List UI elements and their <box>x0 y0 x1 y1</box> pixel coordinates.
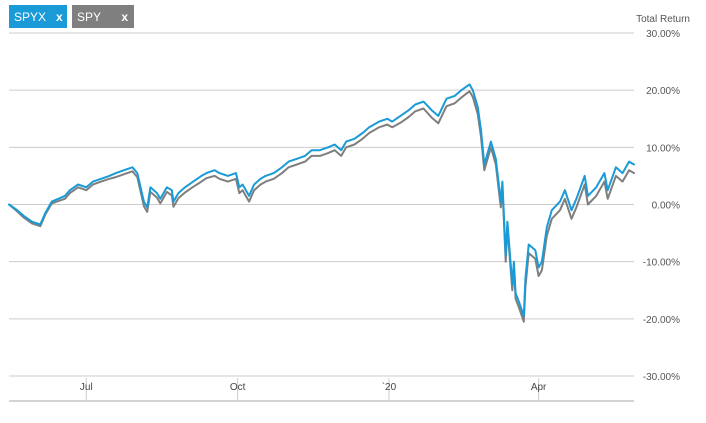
y-tick-label: -10.00% <box>643 258 680 269</box>
x-tick-label: `20 <box>382 381 397 393</box>
close-icon[interactable]: x <box>56 9 63 24</box>
legend-chips: SPYX x SPY x <box>9 5 134 28</box>
y-tick-label: -20.00% <box>643 315 680 326</box>
grid-lines <box>9 32 634 377</box>
series-lines <box>8 83 635 323</box>
series-line-spy <box>8 90 635 323</box>
legend-chip-label: SPY <box>77 9 102 24</box>
close-icon[interactable]: x <box>121 9 128 24</box>
x-tick-label: Jul <box>80 382 93 393</box>
legend-chip-spyx[interactable]: SPYX x <box>9 5 67 28</box>
x-axis-ticks: Jul Oct `20 Apr <box>80 378 547 401</box>
y-tick-label: 30.00% <box>646 29 680 40</box>
x-tick-label: Apr <box>531 382 547 393</box>
x-tick-label: Oct <box>230 382 246 393</box>
series-line-spyx <box>8 83 635 317</box>
y-tick-label: 10.00% <box>646 143 680 154</box>
y-tick-label: -30.00% <box>643 372 680 383</box>
legend-chip-spy[interactable]: SPY x <box>72 5 134 28</box>
y-axis-title: Total Return <box>636 14 690 25</box>
y-axis-ticks: 30.00% 20.00% 10.00% 0.00% -10.00% -20.00% -30… <box>643 29 680 383</box>
y-tick-label: 20.00% <box>646 86 680 97</box>
y-tick-label: 0.00% <box>652 201 680 212</box>
legend-chip-label: SPYX <box>14 9 47 24</box>
